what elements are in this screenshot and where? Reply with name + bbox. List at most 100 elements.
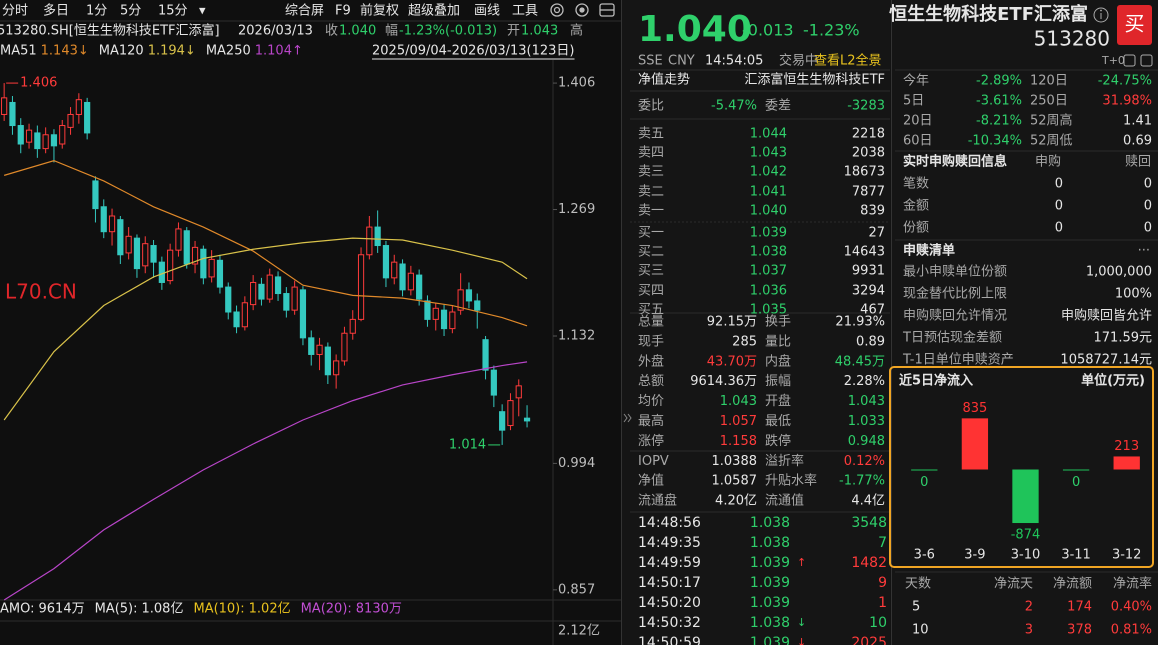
- stat-value: 285: [732, 334, 757, 349]
- candle-body: [100, 206, 107, 233]
- candle-body: [142, 243, 149, 267]
- row-label: T日预估现金差额: [902, 330, 1002, 346]
- candle-body: [17, 125, 24, 145]
- tick-time: 14:48:56: [638, 515, 701, 531]
- table-cell: 378: [1067, 623, 1092, 638]
- change-value: -1.23%(-0.013): [399, 24, 497, 39]
- info-icon-dot: [1100, 9, 1102, 12]
- perf-label: 120日: [1030, 74, 1068, 89]
- book-level: 买三: [638, 264, 664, 279]
- stat-label: 溢折率: [765, 453, 804, 469]
- close-value: 1.040: [339, 24, 376, 39]
- tick-arrow: ↓: [797, 616, 806, 629]
- tool-button[interactable]: 前复权: [360, 3, 399, 19]
- candle-body: [258, 283, 265, 300]
- l2-link[interactable]: 查看L2全景: [814, 53, 882, 69]
- tool-button[interactable]: 超级叠加: [408, 4, 460, 19]
- toolbar-icons[interactable]: [550, 3, 615, 17]
- tick-time: 14:49:59: [638, 555, 701, 571]
- row-value: 171.59元: [1094, 331, 1153, 346]
- buy-label[interactable]: 买: [1125, 12, 1145, 36]
- stat-label: 跌停: [765, 433, 791, 449]
- target-icon[interactable]: [575, 3, 589, 17]
- perf-value: -24.75%: [1098, 74, 1152, 89]
- period-tab[interactable]: 分时: [2, 4, 28, 19]
- book-price: 1.036: [750, 284, 787, 299]
- candle-body: [341, 332, 348, 362]
- flow-bar: [911, 469, 938, 471]
- flow-value: 835: [962, 401, 987, 416]
- legend-value: 1.143↓: [41, 44, 89, 59]
- exchange: SSE: [638, 54, 663, 69]
- stat-label: 现手: [638, 334, 664, 349]
- period-tab[interactable]: 5分: [120, 4, 141, 19]
- stat-value: 21.93%: [835, 315, 885, 330]
- book-level: 买五: [638, 303, 664, 318]
- period-tab[interactable]: 1分: [86, 4, 107, 19]
- settings-icon-core: [553, 6, 561, 14]
- candle-body: [133, 237, 141, 270]
- candle-body: [9, 101, 16, 127]
- tick-volume: 1: [878, 595, 887, 611]
- candle-body: [175, 228, 182, 251]
- volume-legend-label: MA(20):: [301, 602, 352, 617]
- stat-label: 换手: [765, 315, 791, 330]
- volume-legend-value: 1.02亿: [249, 602, 291, 617]
- tick-price: 1.039: [750, 635, 790, 645]
- table-cell: 5: [912, 600, 920, 615]
- table-cell: 0.81%: [1111, 623, 1152, 638]
- row-value: 0: [1144, 221, 1152, 236]
- stat-label: 涨停: [638, 433, 664, 449]
- tick-volume: 9: [878, 575, 887, 591]
- tick-volume: 3548: [851, 515, 887, 531]
- buy-button[interactable]: [1117, 5, 1152, 45]
- stat-value: 43.70万: [707, 354, 757, 369]
- tool-button[interactable]: 画线: [474, 4, 500, 19]
- perf-value: -2.89%: [976, 74, 1022, 89]
- candle-body: [333, 360, 340, 376]
- date-range[interactable]: 2025/09/04-2026/03/13(123日): [372, 44, 575, 59]
- tick-time: 14:50:32: [638, 615, 701, 631]
- row-value: 100%: [1115, 287, 1152, 302]
- tick-volume: 7: [878, 535, 887, 551]
- nav-tab[interactable]: 净值走势: [638, 72, 690, 88]
- volume-legend-label: MA(10):: [193, 602, 244, 617]
- last-price: 1.040: [638, 9, 752, 50]
- candle-body: [482, 339, 489, 371]
- period-tab[interactable]: ▾: [199, 4, 206, 19]
- candle-body: [366, 226, 373, 256]
- settings-icon[interactable]: [550, 3, 564, 17]
- tool-button[interactable]: 综合屏: [285, 4, 324, 19]
- more-button[interactable]: ···: [1138, 244, 1150, 259]
- flow-value: 213: [1114, 439, 1139, 454]
- legend-value: 1.104↑: [255, 44, 303, 59]
- tick-price: 1.038: [750, 515, 790, 531]
- ma-line: [3, 237, 528, 421]
- candle-body: [75, 99, 82, 115]
- stat-value: 0.12%: [844, 454, 885, 469]
- info-icon[interactable]: [1093, 7, 1109, 23]
- candle-body: [117, 219, 124, 256]
- collapse-icon[interactable]: [623, 413, 632, 423]
- period-tab[interactable]: 15分: [158, 4, 188, 19]
- candle-body: [216, 259, 224, 288]
- fund-code: 513280: [1034, 27, 1110, 51]
- section-title: 申赎清单: [903, 243, 955, 259]
- candle-body: [208, 258, 215, 278]
- candle-body: [424, 300, 431, 320]
- book-price: 1.039: [750, 226, 787, 241]
- edit-icon[interactable]: [1123, 54, 1136, 67]
- period-tab[interactable]: 多日: [43, 3, 69, 19]
- close-label: 收: [325, 24, 338, 39]
- candle-body: [108, 215, 116, 233]
- candle-body: [507, 400, 514, 427]
- tool-button[interactable]: 工具: [512, 4, 538, 19]
- table-header: 净流额: [1053, 577, 1092, 592]
- price-pct: -1.23%: [803, 21, 860, 40]
- tool-button[interactable]: F9: [335, 4, 351, 19]
- stat-label: 内盘: [765, 353, 791, 369]
- book-level: 买四: [638, 284, 664, 299]
- menu-icon[interactable]: [1140, 54, 1153, 67]
- tick-volume: 10: [869, 615, 887, 631]
